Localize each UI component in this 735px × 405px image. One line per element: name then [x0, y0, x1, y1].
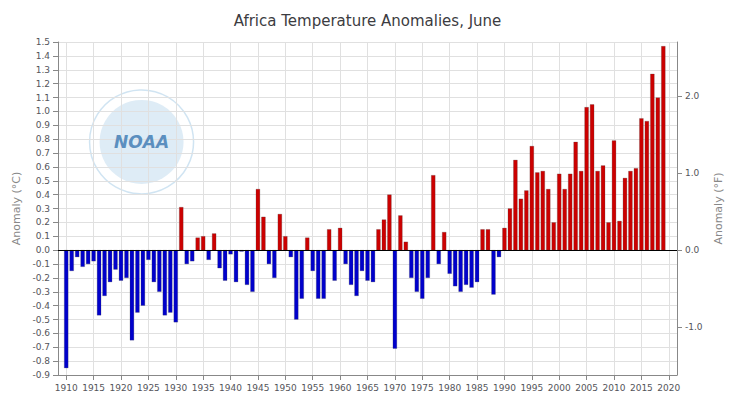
- svg-text:2000: 2000: [548, 383, 571, 393]
- svg-text:1980: 1980: [438, 383, 461, 393]
- svg-text:1.4: 1.4: [36, 51, 51, 61]
- svg-text:-0.8: -0.8: [32, 356, 50, 366]
- svg-text:1995: 1995: [520, 383, 543, 393]
- svg-text:1940: 1940: [219, 383, 242, 393]
- svg-text:0.8: 0.8: [36, 134, 51, 144]
- svg-text:1.3: 1.3: [36, 65, 50, 75]
- svg-text:1955: 1955: [301, 383, 324, 393]
- svg-text:1910: 1910: [55, 383, 78, 393]
- svg-text:-0.1: -0.1: [32, 259, 50, 269]
- svg-text:1.0: 1.0: [685, 168, 700, 178]
- svg-text:1965: 1965: [356, 383, 379, 393]
- svg-text:-0.2: -0.2: [32, 273, 50, 283]
- svg-text:1975: 1975: [411, 383, 434, 393]
- svg-text:0.9: 0.9: [36, 120, 51, 130]
- svg-text:-0.4: -0.4: [32, 301, 50, 311]
- svg-text:2.0: 2.0: [685, 91, 700, 101]
- svg-text:1915: 1915: [82, 383, 105, 393]
- svg-text:0.7: 0.7: [36, 148, 50, 158]
- svg-text:0.5: 0.5: [36, 176, 50, 186]
- svg-text:1950: 1950: [274, 383, 297, 393]
- svg-text:1960: 1960: [329, 383, 352, 393]
- svg-text:1.2: 1.2: [36, 79, 50, 89]
- svg-text:1.0: 1.0: [36, 106, 51, 116]
- svg-text:-0.5: -0.5: [32, 315, 50, 325]
- svg-text:2005: 2005: [575, 383, 598, 393]
- svg-text:-0.7: -0.7: [32, 342, 50, 352]
- svg-text:2020: 2020: [657, 383, 680, 393]
- svg-text:NOAA: NOAA: [114, 132, 169, 152]
- svg-text:1945: 1945: [246, 383, 269, 393]
- svg-text:1.5: 1.5: [36, 37, 50, 47]
- svg-text:1985: 1985: [466, 383, 489, 393]
- svg-text:0.6: 0.6: [36, 162, 51, 172]
- svg-text:-0.3: -0.3: [32, 287, 50, 297]
- svg-text:2010: 2010: [603, 383, 626, 393]
- svg-text:0.0: 0.0: [36, 245, 51, 255]
- svg-text:2015: 2015: [630, 383, 653, 393]
- svg-text:-0.6: -0.6: [32, 328, 50, 338]
- svg-text:1925: 1925: [137, 383, 160, 393]
- svg-text:-0.9: -0.9: [32, 370, 50, 380]
- svg-text:0.1: 0.1: [36, 231, 50, 241]
- svg-text:-1.0: -1.0: [685, 322, 703, 332]
- svg-text:1990: 1990: [493, 383, 516, 393]
- svg-text:0.2: 0.2: [36, 217, 50, 227]
- svg-text:0.4: 0.4: [36, 190, 51, 200]
- svg-text:1.1: 1.1: [36, 93, 50, 103]
- svg-text:Anomaly (°F): Anomaly (°F): [712, 172, 725, 244]
- svg-text:0.0: 0.0: [685, 245, 700, 255]
- svg-text:1935: 1935: [192, 383, 215, 393]
- svg-text:Africa Temperature Anomalies,: Africa Temperature Anomalies, June: [234, 12, 502, 30]
- svg-text:1970: 1970: [383, 383, 406, 393]
- svg-text:0.3: 0.3: [36, 204, 50, 214]
- svg-text:1920: 1920: [110, 383, 133, 393]
- svg-text:1930: 1930: [164, 383, 187, 393]
- svg-text:Anomaly (°C): Anomaly (°C): [10, 172, 23, 246]
